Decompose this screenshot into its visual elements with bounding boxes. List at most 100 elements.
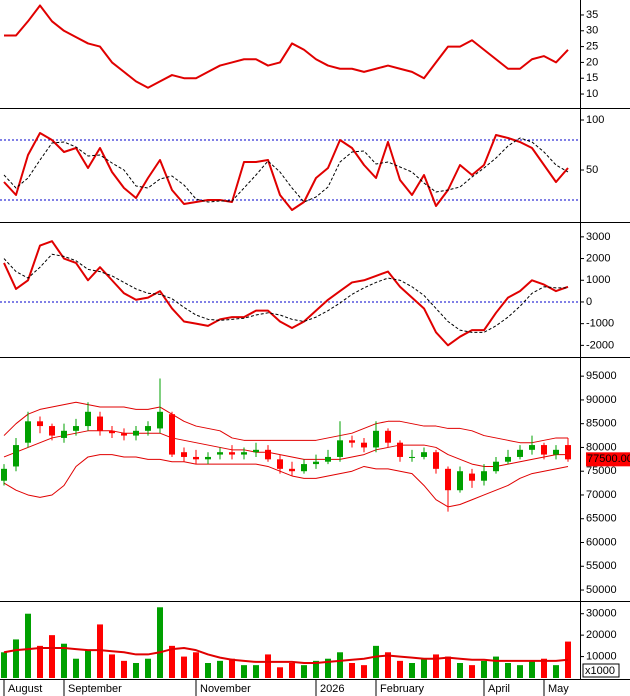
y-tick-label: 55000 bbox=[586, 560, 617, 572]
volume-bar bbox=[205, 663, 211, 678]
volume-bar bbox=[421, 658, 427, 678]
volume-bar bbox=[61, 643, 67, 678]
volume-bar bbox=[373, 645, 379, 678]
volume-bar bbox=[157, 607, 163, 678]
volume-bar bbox=[469, 665, 475, 678]
candle-body bbox=[517, 449, 523, 457]
candle-body bbox=[217, 452, 223, 455]
volume-bar bbox=[301, 665, 307, 678]
volume-bar bbox=[553, 665, 559, 678]
candle-body bbox=[409, 456, 415, 458]
y-tick-label: 10000 bbox=[586, 650, 617, 662]
volume-bar bbox=[385, 652, 391, 678]
candle-body bbox=[109, 430, 115, 434]
volume-bar bbox=[541, 658, 547, 678]
y-tick-label: 95000 bbox=[586, 370, 617, 382]
indicator-line bbox=[3, 430, 568, 467]
indicator-line bbox=[3, 401, 568, 444]
candle-body bbox=[229, 452, 235, 455]
volume-bar bbox=[361, 665, 367, 678]
candle-body bbox=[133, 430, 139, 436]
volume-bar bbox=[229, 658, 235, 678]
y-tick-label: 65000 bbox=[586, 513, 617, 525]
candle-body bbox=[289, 468, 295, 472]
volume-bar bbox=[433, 654, 439, 678]
volume-bar bbox=[241, 665, 247, 678]
y-tick-label: 60000 bbox=[586, 536, 617, 548]
candle-body bbox=[265, 449, 271, 460]
volume-bar bbox=[1, 652, 7, 678]
volume-bar bbox=[397, 660, 403, 678]
volume-bar bbox=[193, 652, 199, 678]
y-tick-label: 50000 bbox=[586, 584, 617, 596]
indicator-line bbox=[3, 240, 569, 347]
y-tick-label: 50 bbox=[586, 164, 598, 176]
candle-body bbox=[121, 433, 127, 436]
candle-body bbox=[445, 468, 451, 491]
y-tick-label: 25 bbox=[586, 40, 598, 52]
volume-bar bbox=[445, 656, 451, 678]
x-tick-label: February bbox=[380, 683, 425, 695]
candle-body bbox=[49, 426, 55, 436]
volume-bar bbox=[121, 660, 127, 678]
candle-body bbox=[241, 452, 247, 455]
volume-bar bbox=[265, 654, 271, 678]
volume-bar bbox=[145, 658, 151, 678]
candle-body bbox=[73, 426, 79, 431]
candle-body bbox=[85, 411, 91, 427]
volume-bar bbox=[409, 663, 415, 678]
volume-bar bbox=[517, 665, 523, 678]
candle-body bbox=[505, 456, 511, 462]
candle-body bbox=[337, 440, 343, 457]
candle-body bbox=[61, 430, 67, 438]
last-price-box bbox=[586, 452, 630, 467]
candle-body bbox=[13, 445, 19, 467]
candle-body bbox=[349, 440, 355, 443]
x-tick-label: 2026 bbox=[320, 683, 344, 695]
candle-body bbox=[157, 411, 163, 429]
candle-body bbox=[457, 471, 463, 491]
candle-body bbox=[25, 421, 31, 443]
y-tick-label: 3000 bbox=[586, 231, 610, 243]
volume-bar bbox=[277, 667, 283, 678]
candle-body bbox=[361, 442, 367, 448]
y-tick-label: 85000 bbox=[586, 418, 617, 430]
volume-bar bbox=[109, 654, 115, 678]
last-price-label: 77500.00 bbox=[587, 453, 630, 465]
volume-bar bbox=[37, 645, 43, 678]
y-tick-label: 80000 bbox=[586, 441, 617, 453]
x-tick-label: August bbox=[8, 683, 42, 695]
signal-line bbox=[3, 137, 569, 203]
y-tick-label: 20 bbox=[586, 56, 598, 68]
volume-bar bbox=[529, 660, 535, 678]
volume-bar bbox=[97, 624, 103, 678]
volume-bar bbox=[349, 663, 355, 678]
candle-body bbox=[565, 445, 571, 460]
candle-body bbox=[433, 452, 439, 469]
x-tick-label: November bbox=[200, 683, 251, 695]
volume-bar bbox=[181, 656, 187, 678]
volume-bar bbox=[49, 635, 55, 678]
y-tick-label: 30 bbox=[586, 25, 598, 37]
candle-body bbox=[97, 416, 103, 431]
volume-bar bbox=[85, 650, 91, 678]
unit-label: x1000 bbox=[585, 665, 615, 677]
y-tick-label: 1000 bbox=[586, 274, 610, 286]
candle-body bbox=[181, 452, 187, 457]
volume-bar bbox=[13, 639, 19, 678]
volume-bar bbox=[481, 660, 487, 678]
candle-body bbox=[469, 473, 475, 481]
x-tick-label: April bbox=[488, 683, 510, 695]
indicator-line bbox=[4, 4, 569, 89]
x-tick-label: September bbox=[68, 683, 122, 695]
y-tick-label: 90000 bbox=[586, 394, 617, 406]
volume-bar bbox=[457, 663, 463, 678]
candle-body bbox=[169, 414, 175, 455]
y-tick-label: -1000 bbox=[586, 318, 614, 330]
candle-body bbox=[421, 452, 427, 457]
candle-body bbox=[301, 464, 307, 472]
candle-body bbox=[277, 459, 283, 469]
candle-body bbox=[205, 456, 211, 460]
candle-body bbox=[397, 442, 403, 457]
